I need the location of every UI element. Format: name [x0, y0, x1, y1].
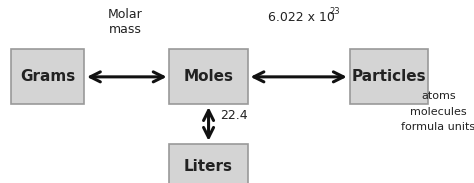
FancyBboxPatch shape: [169, 49, 247, 104]
Text: atoms
molecules
formula units: atoms molecules formula units: [401, 91, 474, 132]
Text: Grams: Grams: [20, 69, 75, 84]
Text: Moles: Moles: [183, 69, 234, 84]
Text: 6.022 x 10: 6.022 x 10: [268, 11, 335, 24]
FancyBboxPatch shape: [349, 49, 428, 104]
Text: Particles: Particles: [351, 69, 426, 84]
FancyBboxPatch shape: [169, 144, 247, 183]
Text: 22.4: 22.4: [220, 109, 248, 122]
Text: Liters: Liters: [184, 159, 233, 174]
FancyBboxPatch shape: [11, 49, 84, 104]
Text: 23: 23: [329, 7, 340, 16]
Text: Molar
mass: Molar mass: [108, 8, 143, 36]
